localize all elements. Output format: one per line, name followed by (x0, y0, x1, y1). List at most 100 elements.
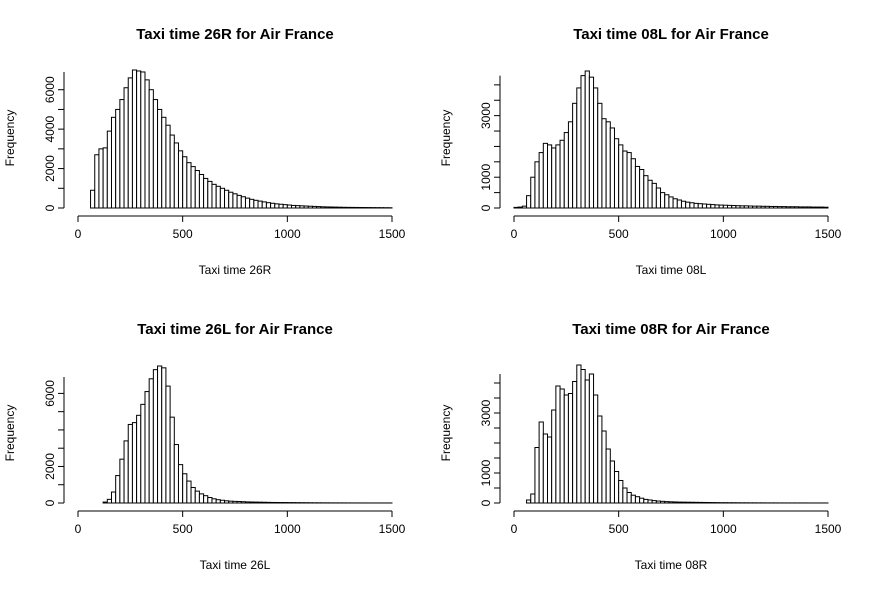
histogram-bar (140, 71, 146, 209)
histogram-bar (672, 198, 678, 209)
histogram-bar (261, 501, 267, 504)
histogram-bar (526, 195, 532, 209)
y-tick-label: 6000 (43, 76, 57, 103)
histogram-bar (131, 69, 138, 209)
histogram-bar (538, 421, 544, 504)
histogram-bar (802, 206, 808, 209)
histogram-bar (198, 173, 205, 209)
histogram-bar (173, 142, 179, 209)
histogram-bar (270, 202, 276, 209)
histogram-bar (823, 206, 829, 209)
histogram-bar (567, 121, 574, 209)
histogram-bar (626, 492, 632, 504)
histogram-bar (555, 144, 561, 209)
x-tick-label: 1500 (815, 227, 842, 241)
histogram-bar (148, 378, 154, 504)
histogram-bar (136, 414, 142, 504)
y-tick-label: 1000 (479, 459, 493, 486)
histogram-bar (597, 415, 603, 504)
histogram-panel: 0 500 1000 1500 0 2000 6000 Taxi time 26L for A… (3, 321, 406, 572)
histogram-bar (152, 369, 159, 504)
histogram-bar (249, 501, 255, 504)
histogram-bar (639, 169, 645, 209)
histogram-bar (182, 156, 188, 209)
histogram-bar (697, 501, 703, 504)
histogram-bar (647, 499, 653, 504)
histogram-bar (253, 199, 259, 209)
y-axis-label: Frequency (439, 110, 453, 167)
histogram-bar (714, 204, 720, 209)
x-axis-label: Taxi time 08L (636, 263, 707, 277)
histogram-bar (752, 205, 758, 209)
histogram-bar (768, 205, 775, 209)
histogram-bar (311, 205, 318, 209)
x-tick-label: 500 (173, 522, 193, 536)
histogram-bar (240, 196, 246, 209)
histogram-bar (651, 500, 657, 504)
histogram-bar (127, 423, 133, 504)
histogram-bar (655, 500, 662, 504)
histogram-panel: 0 500 1000 1500 0 1000 3000 Taxi time 08R for A… (439, 321, 842, 572)
histogram-bar (634, 165, 641, 209)
histogram-bar (265, 501, 272, 504)
histogram-bar (110, 491, 117, 504)
x-tick-label: 1500 (379, 227, 406, 241)
histogram-bar (764, 205, 770, 209)
histogram-bar (253, 501, 259, 504)
histogram-bar (274, 501, 280, 504)
histogram-bar (559, 388, 565, 504)
histogram-bar (643, 498, 649, 504)
histogram-bar (613, 138, 620, 209)
x-tick-label: 1500 (815, 522, 842, 536)
histogram-bar (722, 204, 729, 209)
y-tick-label: 4000 (43, 115, 57, 142)
y-axis-label: Frequency (439, 405, 453, 462)
histogram-bar (680, 200, 687, 209)
histogram-bar (626, 152, 632, 209)
histogram-bar (538, 152, 544, 209)
histogram-bar (622, 487, 628, 504)
histogram-bar (98, 148, 104, 209)
histogram-bar (282, 204, 288, 209)
histogram-bar (639, 497, 645, 504)
histogram-bar (693, 202, 699, 209)
histogram-panel: 0 500 1000 1500 0 2000 4000 6000 Taxi time 26R f… (3, 26, 406, 277)
histogram-bar (555, 385, 561, 504)
x-tick-label: 0 (511, 522, 518, 536)
histogram-bar (664, 501, 670, 504)
histogram-bar (186, 480, 192, 504)
histogram-bar (102, 147, 108, 209)
histogram-bar (513, 206, 519, 209)
histogram-bar (697, 203, 703, 209)
histogram-bar (727, 204, 733, 209)
histogram-bar (618, 480, 624, 504)
x-tick-label: 1000 (274, 227, 301, 241)
histogram-bar (760, 205, 766, 209)
histogram-bar (224, 189, 230, 209)
histogram-bar (785, 206, 791, 209)
x-tick-label: 0 (75, 522, 82, 536)
histogram-bar (546, 144, 553, 209)
histogram-bar (110, 116, 117, 209)
x-tick-label: 1500 (379, 522, 406, 536)
histogram-bar (542, 433, 548, 504)
x-tick-label: 500 (609, 227, 629, 241)
histogram-bar (685, 201, 691, 209)
histogram-bar (177, 150, 184, 209)
histogram-bar (240, 501, 246, 504)
histogram-bar (207, 180, 213, 209)
histogram-bar (349, 206, 355, 209)
histogram-bar (794, 206, 800, 209)
histogram-bar (530, 176, 536, 209)
x-axis-label: Taxi time 26R (199, 263, 272, 277)
histogram-panel: 0 500 1000 1500 0 1000 3000 Taxi time 08L for A… (439, 26, 842, 277)
histogram-bar (789, 206, 796, 209)
histogram-bar (257, 501, 263, 504)
histogram-bar (157, 108, 163, 209)
histogram-bar (597, 102, 603, 209)
histogram-bar (94, 154, 100, 209)
y-tick-label: 2000 (43, 155, 57, 182)
histogram-bar (689, 202, 695, 209)
chart-title: Taxi time 26L for Air France (137, 321, 333, 338)
x-axis-label: Taxi time 08R (635, 558, 708, 572)
